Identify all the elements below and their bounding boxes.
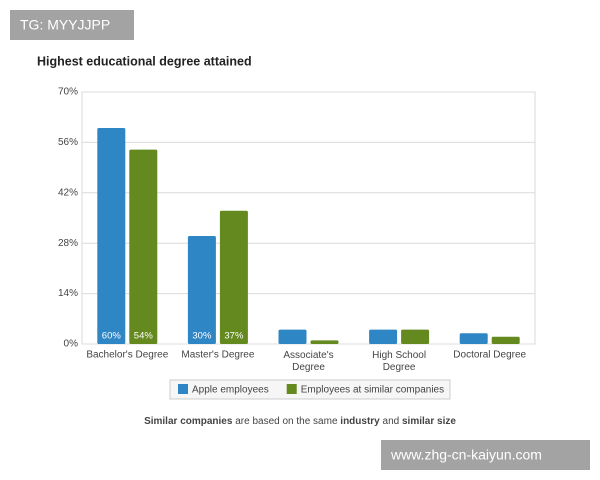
footnote-part: industry <box>340 416 380 427</box>
value-label: 30% <box>192 331 212 342</box>
watermark: TG: MYYJJPP <box>20 17 110 33</box>
bar <box>310 340 339 344</box>
legend-swatch <box>286 384 297 394</box>
x-tick-label: High School Degree <box>372 350 426 373</box>
legend-label: Apple employees <box>192 385 269 396</box>
bar <box>97 128 126 344</box>
plot-area <box>81 91 536 345</box>
watermark: www.zhg-cn-kaiyun.com <box>390 447 542 463</box>
y-tick-label: 14% <box>58 288 78 299</box>
y-tick-label: 0% <box>64 339 79 350</box>
legend-swatch <box>178 384 188 394</box>
value-label: 60% <box>102 331 122 342</box>
bar <box>491 336 520 344</box>
legend-label: Employees at similar companies <box>301 385 444 396</box>
bar <box>187 236 216 344</box>
bar <box>369 329 398 344</box>
y-tick-label: 56% <box>58 137 78 148</box>
footnote-part: Similar companies <box>144 416 233 427</box>
chart-title: Highest educational degree attained <box>37 54 252 68</box>
x-tick-label: Bachelor's Degree <box>86 350 168 361</box>
bar <box>219 210 248 344</box>
legend-box <box>169 379 451 400</box>
y-tick-label: 70% <box>58 87 78 98</box>
bar <box>459 333 488 344</box>
value-label: 54% <box>134 331 154 342</box>
x-tick-label: Master's Degree <box>181 350 254 361</box>
y-tick-label: 28% <box>58 238 78 249</box>
bar <box>278 329 307 344</box>
footnote: Similar companies are based on the same … <box>144 416 456 427</box>
footnote-part: are based on the same <box>232 416 340 427</box>
footnote-part: and <box>380 416 402 427</box>
watermark-box <box>381 440 590 470</box>
value-label: 37% <box>224 331 244 342</box>
bar <box>129 149 158 344</box>
bar <box>401 329 430 344</box>
y-tick-label: 42% <box>58 187 78 198</box>
x-tick-label: Doctoral Degree <box>453 350 526 361</box>
watermark-box <box>10 10 134 40</box>
footnote-part: similar size <box>402 416 456 427</box>
x-tick-label: Associate's Degree <box>283 350 333 373</box>
